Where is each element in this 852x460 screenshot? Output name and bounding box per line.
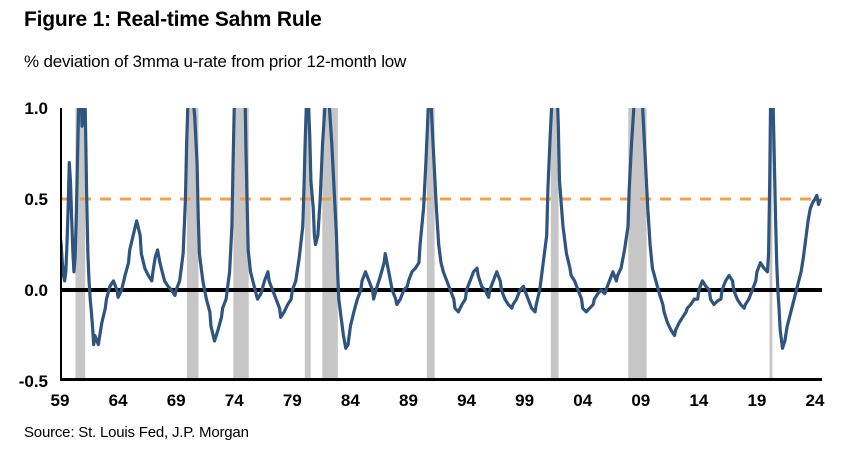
recession-band [233, 108, 249, 381]
axis-lines-group [60, 108, 822, 381]
recession-band [186, 108, 199, 381]
series-line-group [60, 108, 822, 350]
page-title: Figure 1: Real-time Sahm Rule [24, 8, 322, 31]
x-axis-tick-label: 14 [689, 391, 709, 410]
plot-area [60, 108, 822, 381]
x-axis-tick-label: 19 [747, 391, 767, 410]
source-note: Source: St. Louis Fed, J.P. Morgan [24, 424, 249, 441]
recession-band [304, 108, 311, 381]
recession-band [75, 108, 86, 381]
x-axis-tick-label: 79 [282, 391, 302, 410]
recession-bands-group [75, 108, 773, 381]
x-axis-tick-label: 09 [631, 391, 651, 410]
chart-subtitle: % deviation of 3mma u-rate from prior 12… [24, 52, 407, 71]
y-axis-tick-label: 0.5 [24, 190, 48, 209]
recession-band [550, 108, 559, 381]
x-axis-tick-label: 84 [340, 391, 360, 410]
x-axis-tick-label: 24 [805, 391, 825, 410]
x-axis-tick-label: 89 [399, 391, 418, 410]
x-axis-tick-label: 69 [166, 391, 186, 410]
y-axis-tick-label: 0.0 [24, 281, 48, 300]
x-axis-tick-label: 59 [50, 391, 70, 410]
recession-band [769, 108, 773, 381]
x-axis-tick-label: 64 [108, 391, 128, 410]
y-axis-tick-label: -0.5 [18, 372, 48, 391]
recession-band [628, 108, 647, 381]
chart-svg [60, 108, 822, 381]
x-axis-tick-label: 04 [573, 391, 593, 410]
recession-band [426, 108, 435, 381]
series-line [60, 108, 822, 350]
y-axis-tick-label: 1.0 [24, 99, 48, 118]
x-axis-tick-label: 74 [224, 391, 244, 410]
x-axis-tick-label: 94 [457, 391, 476, 410]
x-axis-tick-label: 99 [515, 391, 535, 410]
